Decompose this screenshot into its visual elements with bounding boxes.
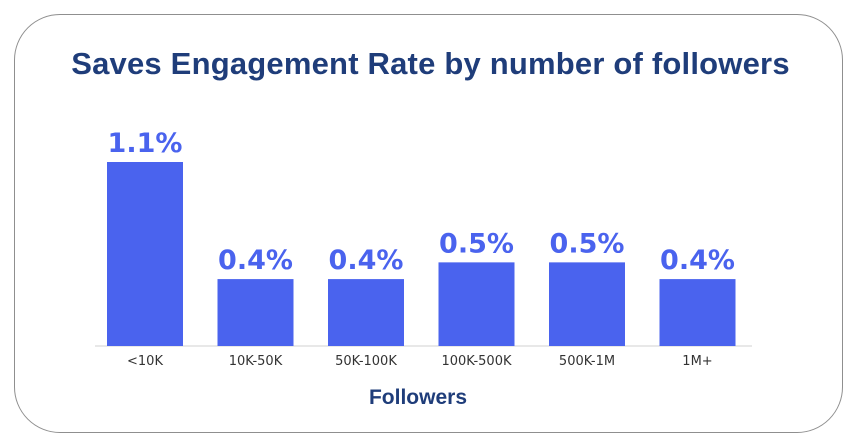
bar-2 xyxy=(217,279,294,346)
x-axis-label: Followers xyxy=(369,386,467,409)
x-tick-label-5: 500K-1M xyxy=(559,354,615,369)
bar-4 xyxy=(438,262,515,346)
chart-title: Saves Engagement Rate by number of follo… xyxy=(71,46,790,81)
x-tick-label-3: 50K-100K xyxy=(335,354,397,369)
data-label-3: 0.4% xyxy=(329,245,404,276)
data-label-6: 0.4% xyxy=(660,245,735,276)
data-label-1: 1.1% xyxy=(108,128,183,159)
bar-6 xyxy=(659,279,736,346)
x-tick-label-6: 1M+ xyxy=(682,354,712,369)
x-tick-label-1: <10K xyxy=(127,354,163,369)
bar-3 xyxy=(328,279,404,346)
x-tick-label-2: 10K-50K xyxy=(229,354,283,369)
data-label-5: 0.5% xyxy=(550,228,625,259)
bar-1 xyxy=(107,162,183,346)
bar-5 xyxy=(549,262,625,346)
x-tick-label-4: 100K-500K xyxy=(441,354,511,369)
data-label-4: 0.5% xyxy=(439,228,514,259)
data-label-2: 0.4% xyxy=(218,245,293,276)
